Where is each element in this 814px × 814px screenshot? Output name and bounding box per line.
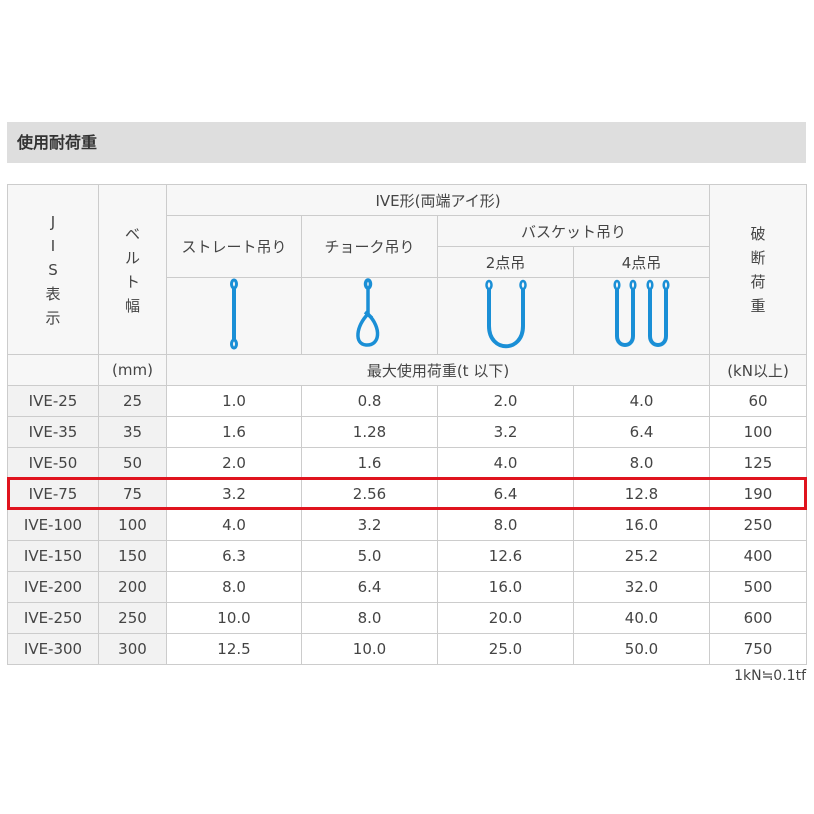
choke-header: チョーク吊り (301, 215, 438, 278)
table-row: IVE-100 100 4.0 3.2 8.0 16.0 250 (7, 509, 807, 541)
cell-belt-width: 100 (98, 509, 167, 541)
cell-basket-4: 6.4 (573, 416, 710, 448)
cell-belt-width: 250 (98, 602, 167, 634)
cell-belt-width: 200 (98, 571, 167, 603)
cell-break-load: 60 (709, 385, 807, 417)
basket-2-header: 2点吊 (437, 246, 574, 278)
cell-belt-width: 25 (98, 385, 167, 417)
cell-straight: 1.6 (166, 416, 302, 448)
cell-break-load: 190 (709, 478, 807, 510)
basket-2-point-icon (437, 277, 574, 355)
cell-choke: 1.6 (301, 447, 438, 479)
belt-width-header: ベルト幅 (98, 184, 167, 355)
cell-straight: 1.0 (166, 385, 302, 417)
cell-basket-2: 8.0 (437, 509, 574, 541)
cell-choke: 0.8 (301, 385, 438, 417)
cell-straight: 4.0 (166, 509, 302, 541)
cell-model: IVE-200 (7, 571, 99, 603)
cell-basket-4: 12.8 (573, 478, 710, 510)
cell-basket-2: 12.6 (437, 540, 574, 572)
cell-straight: 10.0 (166, 602, 302, 634)
choke-sling-icon (301, 277, 438, 355)
cell-choke: 6.4 (301, 571, 438, 603)
cell-model: IVE-75 (7, 478, 99, 510)
cell-choke: 10.0 (301, 633, 438, 665)
cell-model: IVE-50 (7, 447, 99, 479)
cell-break-load: 100 (709, 416, 807, 448)
width-unit: (mm) (98, 354, 167, 386)
cell-choke: 3.2 (301, 509, 438, 541)
cell-break-load: 750 (709, 633, 807, 665)
cell-basket-4: 25.2 (573, 540, 710, 572)
basket-header: バスケット吊り (437, 215, 710, 247)
cell-basket-2: 6.4 (437, 478, 574, 510)
cell-belt-width: 75 (98, 478, 167, 510)
cell-break-load: 250 (709, 509, 807, 541)
cell-belt-width: 35 (98, 416, 167, 448)
cell-choke: 8.0 (301, 602, 438, 634)
cell-basket-4: 32.0 (573, 571, 710, 603)
section-title: 使用耐荷重 (7, 122, 806, 163)
cell-basket-4: 8.0 (573, 447, 710, 479)
basket-4-point-icon (573, 277, 710, 355)
straight-sling-icon (166, 277, 302, 355)
straight-header: ストレート吊り (166, 215, 302, 278)
cell-model: IVE-300 (7, 633, 99, 665)
cell-choke: 1.28 (301, 416, 438, 448)
cell-basket-4: 16.0 (573, 509, 710, 541)
break-unit: (kN以上) (709, 354, 807, 386)
table-row: IVE-50 50 2.0 1.6 4.0 8.0 125 (7, 447, 807, 479)
cell-straight: 3.2 (166, 478, 302, 510)
cell-straight: 12.5 (166, 633, 302, 665)
table-row: IVE-25 25 1.0 0.8 2.0 4.0 60 (7, 385, 807, 417)
table-row: IVE-300 300 12.5 10.0 25.0 50.0 750 (7, 633, 807, 665)
cell-basket-2: 25.0 (437, 633, 574, 665)
cell-model: IVE-150 (7, 540, 99, 572)
break-load-header: 破断荷重 (709, 184, 807, 355)
cell-belt-width: 300 (98, 633, 167, 665)
cell-straight: 6.3 (166, 540, 302, 572)
cell-basket-2: 2.0 (437, 385, 574, 417)
cell-basket-2: 3.2 (437, 416, 574, 448)
cell-model: IVE-35 (7, 416, 99, 448)
cell-break-load: 400 (709, 540, 807, 572)
unit-note: 1kN≒0.1tf (734, 668, 806, 684)
ive-group-header: IVE形(両端アイ形) (166, 184, 710, 216)
cell-basket-4: 40.0 (573, 602, 710, 634)
basket-4-header: 4点吊 (573, 246, 710, 278)
table-row: IVE-250 250 10.0 8.0 20.0 40.0 600 (7, 602, 807, 634)
table-row: IVE-75 75 3.2 2.56 6.4 12.8 190 (7, 478, 807, 510)
cell-model: IVE-25 (7, 385, 99, 417)
cell-choke: 2.56 (301, 478, 438, 510)
cell-basket-4: 4.0 (573, 385, 710, 417)
cell-belt-width: 150 (98, 540, 167, 572)
table-row: IVE-200 200 8.0 6.4 16.0 32.0 500 (7, 571, 807, 603)
cell-model: IVE-250 (7, 602, 99, 634)
cell-model: IVE-100 (7, 509, 99, 541)
table-row: IVE-35 35 1.6 1.28 3.2 6.4 100 (7, 416, 807, 448)
cell-straight: 8.0 (166, 571, 302, 603)
jis-empty (7, 354, 99, 386)
cell-break-load: 600 (709, 602, 807, 634)
cell-basket-4: 50.0 (573, 633, 710, 665)
cell-basket-2: 4.0 (437, 447, 574, 479)
cell-straight: 2.0 (166, 447, 302, 479)
cell-break-load: 500 (709, 571, 807, 603)
cell-break-load: 125 (709, 447, 807, 479)
cell-basket-2: 16.0 (437, 571, 574, 603)
table-row: IVE-150 150 6.3 5.0 12.6 25.2 400 (7, 540, 807, 572)
cell-choke: 5.0 (301, 540, 438, 572)
cell-basket-2: 20.0 (437, 602, 574, 634)
wll-header: 最大使用荷重(t 以下) (166, 354, 710, 386)
cell-belt-width: 50 (98, 447, 167, 479)
